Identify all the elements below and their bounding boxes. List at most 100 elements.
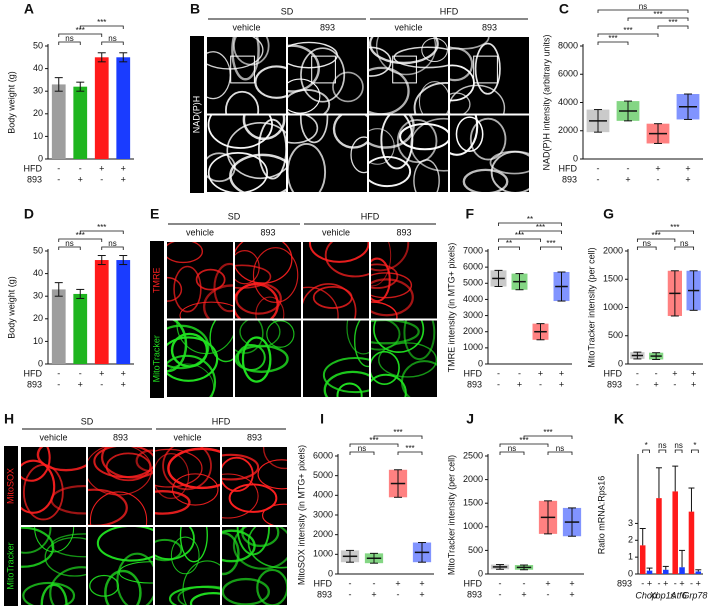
y-tick-label: 1000 (313, 549, 333, 559)
cell-outline (371, 263, 399, 289)
micrograph-structures (450, 37, 506, 114)
cell-outline (288, 143, 327, 192)
significance-bracket (691, 449, 699, 453)
y-tick-label: 6000 (463, 262, 483, 272)
x-row-value: - (397, 589, 400, 599)
x-row-value: - (673, 379, 676, 389)
x-row-value: + (121, 174, 126, 184)
cell-outline (44, 536, 86, 577)
category-label: Xbp1s (649, 590, 676, 600)
cell-outline (22, 581, 76, 605)
y-tick-label: 0 (328, 568, 333, 578)
cell-outline (34, 527, 75, 553)
inset-box (311, 55, 336, 84)
series-label: - (690, 578, 693, 588)
cell-outline (371, 257, 391, 303)
x-row-label: HFD (604, 368, 623, 378)
x-row-label: HFD (464, 368, 483, 378)
cell-outline (235, 282, 282, 315)
cell-outline (88, 488, 128, 525)
y-tick-label: 2500 (463, 450, 483, 460)
channel-label: TMRE (151, 268, 161, 294)
x-row-value: - (57, 368, 60, 378)
group-label: HFD (440, 6, 459, 16)
category-label: Chop (635, 590, 657, 600)
significance-bracket (498, 238, 541, 242)
series-label: - (674, 578, 677, 588)
cell-outline (104, 569, 142, 605)
micrograph-structures (322, 320, 369, 397)
cell-outline (257, 459, 287, 490)
panel-letter: J (466, 411, 474, 427)
cell-outline (322, 356, 369, 394)
significance-bracket (636, 246, 657, 250)
micrograph-structures (155, 527, 220, 605)
x-row-value: + (371, 589, 376, 599)
cell-outline (371, 278, 414, 317)
significance-bracket (636, 238, 676, 242)
x-row-label: HFD (24, 368, 43, 378)
significance-label: ns (358, 444, 366, 453)
cell-outline (299, 115, 329, 144)
significance-label: ns (643, 239, 651, 248)
cell-outline (396, 118, 438, 164)
cell-outline (371, 320, 401, 351)
significance-bracket (58, 33, 103, 37)
bar (116, 57, 131, 159)
significance-bracket (79, 230, 124, 234)
cell-outline (222, 577, 270, 605)
bar (639, 545, 646, 574)
x-row-label: HFD (464, 578, 483, 588)
cell-outline (116, 552, 153, 605)
cell-outline (378, 342, 437, 378)
x-row-value: - (627, 163, 630, 173)
significance-bracket (519, 230, 562, 234)
x-row-value: + (569, 589, 574, 599)
x-row-value: + (419, 589, 424, 599)
x-row-value: - (100, 379, 103, 389)
bar (679, 567, 685, 574)
series-label: + (663, 578, 668, 588)
significance-label: *** (651, 231, 660, 240)
condition-label: vehicle (322, 227, 350, 237)
cell-outline (332, 71, 364, 103)
condition-label: vehicle (173, 432, 201, 442)
x-row-value: + (655, 163, 660, 173)
y-tick-label: 0 (628, 568, 633, 578)
cell-outline (462, 168, 509, 192)
x-row-value: + (559, 379, 564, 389)
cell-outline (332, 115, 367, 149)
x-row-value: + (691, 368, 696, 378)
significance-label: ns (658, 441, 666, 450)
x-row-value: - (57, 174, 60, 184)
cell-outline (346, 320, 369, 355)
significance-label: ns (639, 2, 647, 11)
micrograph-structures (222, 447, 287, 525)
cell-outline (375, 37, 437, 76)
y-tick-label: 1500 (603, 274, 623, 284)
condition-label: vehicle (39, 432, 67, 442)
micrograph-structures (288, 41, 364, 114)
cell-outline (155, 490, 191, 515)
x-row-value: + (121, 163, 126, 173)
y-tick-label: 500 (468, 545, 483, 555)
cell-outline (170, 536, 200, 575)
x-row-label: 893 (27, 379, 42, 389)
x-row-value: + (395, 578, 400, 588)
panel-letter: C (559, 1, 569, 17)
group-label: HFD (212, 416, 231, 426)
significance-label: *** (653, 10, 662, 19)
significance-label: ns (65, 239, 73, 248)
significance-label: *** (546, 239, 555, 248)
cell-outline (421, 37, 448, 63)
group-label: SD (228, 211, 241, 221)
cell-outline (231, 37, 260, 81)
cell-outline (474, 42, 501, 95)
significance-label: ns (108, 34, 116, 43)
y-tick-label: 3000 (313, 509, 333, 519)
cell-outline (369, 66, 410, 114)
y-tick-label: 0 (573, 153, 578, 163)
cell-outline (21, 447, 51, 482)
cell-outline (257, 118, 286, 180)
